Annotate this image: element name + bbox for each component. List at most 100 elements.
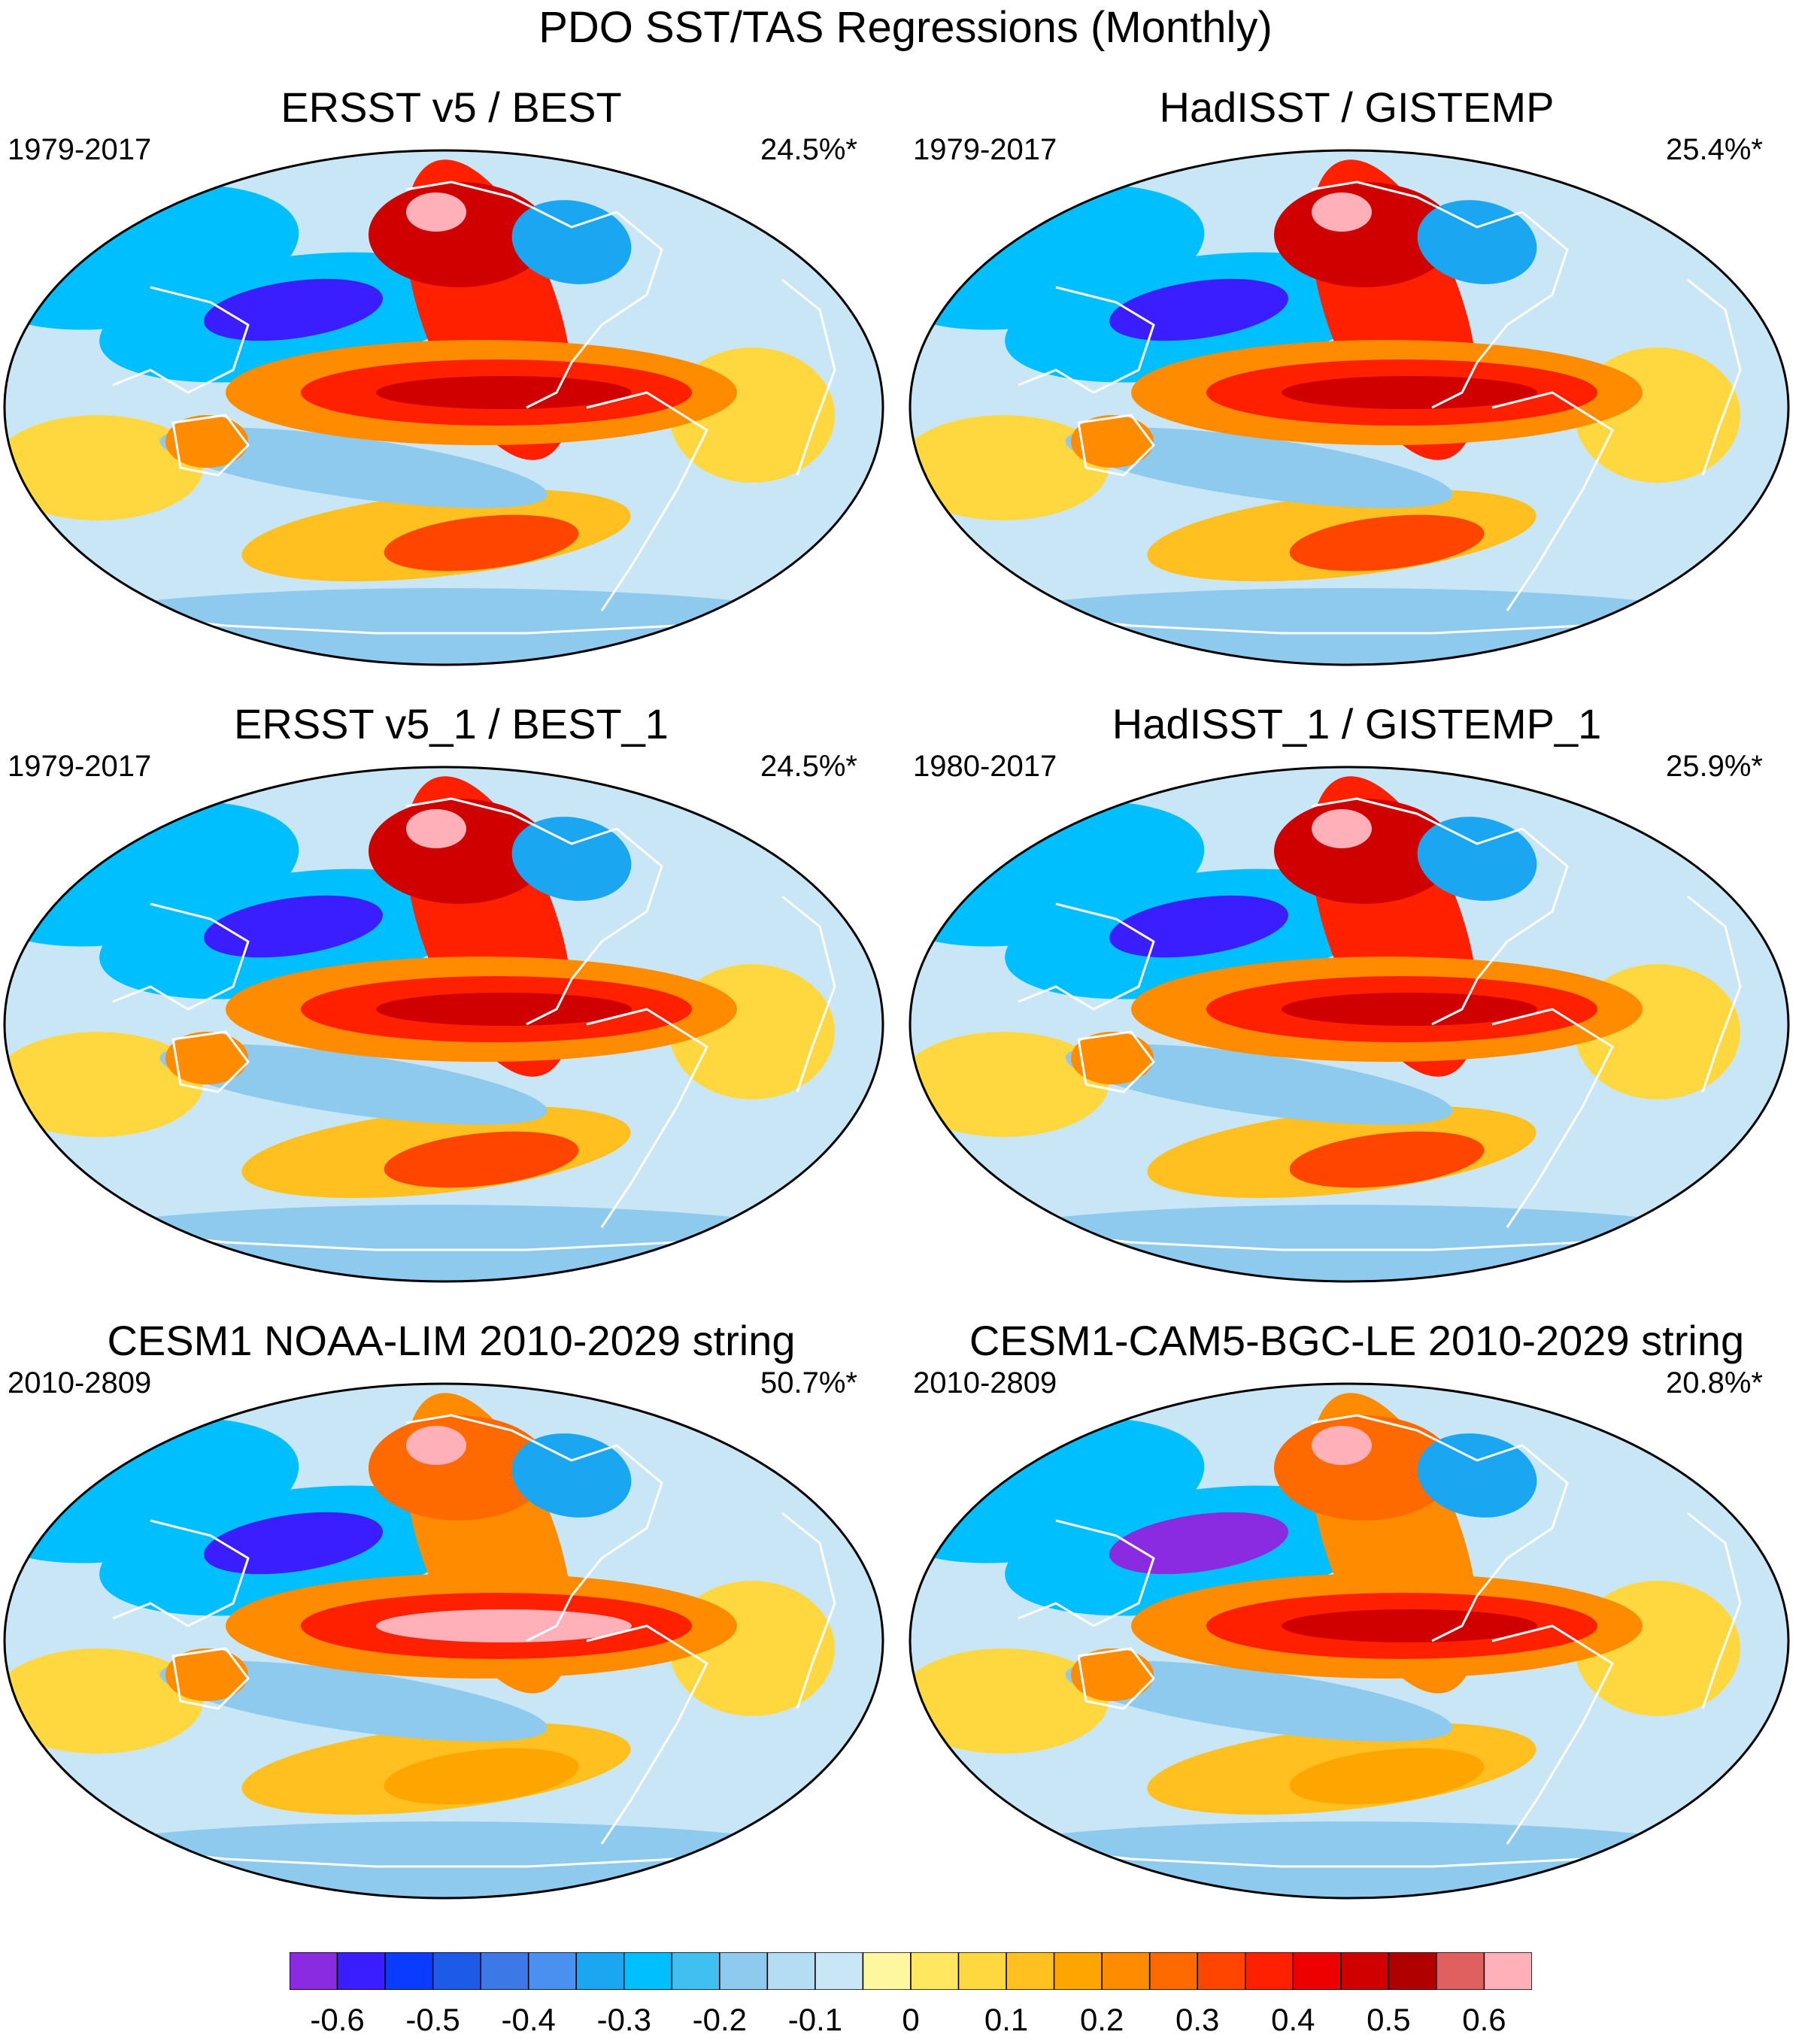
southern-ocean-band <box>5 1821 883 1898</box>
colorbar-swatch <box>1101 1952 1151 1990</box>
map-border <box>909 1382 1790 1900</box>
colorbar-tick-label: 0.1 <box>984 2002 1029 2037</box>
enso-tongue-core <box>1282 1609 1537 1642</box>
coastline-australia <box>1077 1647 1155 1710</box>
panel-variance: 24.5%* <box>760 133 857 166</box>
coastline-africa-europe <box>1687 1512 1742 1709</box>
coastline-australia <box>171 1030 250 1093</box>
colorbar-swatch <box>290 1952 338 1990</box>
coastline-asia <box>112 1519 250 1627</box>
colorbar-swatch <box>814 1952 864 1990</box>
australia-warm <box>165 1648 248 1701</box>
map-border <box>3 766 884 1283</box>
colorbar-swatch <box>1053 1952 1103 1990</box>
alaska-max <box>1312 1426 1372 1465</box>
tropical-cold-band <box>1065 427 1453 508</box>
coastline-north-america <box>1311 1414 1569 1642</box>
coastline-south-america <box>1491 1624 1614 1845</box>
coastline-asia <box>1018 902 1155 1011</box>
colorbar-swatch <box>910 1952 960 1990</box>
panel-ersst-best-1: ERSST v5_1 / BEST_1 1979-2017 24.5%* <box>0 699 902 1286</box>
colorbar-swatch <box>527 1952 577 1990</box>
tropical-cold-band <box>159 1660 548 1742</box>
australia-warm <box>1071 415 1154 468</box>
enso-tongue-core <box>1282 993 1537 1026</box>
enso-tongue-core <box>376 1609 632 1642</box>
alaska-max <box>406 193 466 232</box>
panel-variance: 20.8%* <box>1666 1366 1763 1400</box>
panel-period: 2010-2809 <box>913 1366 1057 1400</box>
coastline-africa-europe <box>781 895 836 1093</box>
colorbar-swatch <box>862 1952 912 1990</box>
map-border <box>909 149 1790 666</box>
colorbar-tick-label: 0.2 <box>1079 2002 1124 2037</box>
colorbar-tick-label: -0.6 <box>310 2002 365 2037</box>
indian-ocean-warm <box>5 1032 203 1137</box>
indian-ocean-warm <box>910 415 1109 520</box>
map-border <box>3 1382 884 1900</box>
colorbar-swatch <box>480 1952 529 1990</box>
south-pacific-warm-core <box>1289 1748 1485 1805</box>
indian-ocean-warm <box>910 1032 1109 1137</box>
colorbar-swatch <box>432 1952 481 1990</box>
colorbar-tick-label: 0.5 <box>1367 2002 1411 2037</box>
colorbar-swatch <box>1483 1952 1532 1990</box>
indian-ocean-warm <box>5 415 203 520</box>
colorbar-swatch <box>384 1952 434 1990</box>
australia-warm <box>165 415 248 468</box>
coastline-north-america <box>405 180 663 409</box>
colorbar-tick-label: 0.6 <box>1462 2002 1506 2037</box>
regression-map <box>909 766 1790 1283</box>
panel-title: CESM1 NOAA-LIM 2010-2029 string <box>107 1317 796 1364</box>
coastline-south-america <box>586 1008 708 1228</box>
alaska-max <box>406 1426 466 1465</box>
colorbar-swatch <box>1006 1952 1055 1990</box>
panel-ersst-best: ERSST v5 / BEST 1979-2017 24.5%* <box>0 83 902 669</box>
panel-period: 2010-2809 <box>8 1366 152 1400</box>
panel-title: ERSST v5_1 / BEST_1 <box>234 700 669 748</box>
colorbar-tick-label: 0 <box>902 2002 920 2037</box>
panel-hadisst-gistemp: HadISST / GISTEMP 1979-2017 25.4%* <box>906 83 1808 669</box>
south-pacific-warm-core <box>384 514 579 572</box>
coastline-asia <box>112 902 250 1011</box>
australia-warm <box>1071 1648 1154 1701</box>
colorbar-swatch <box>623 1952 673 1990</box>
colorbar-swatch <box>1436 1952 1485 1990</box>
canada-cold <box>511 200 632 284</box>
panel-title: HadISST_1 / GISTEMP_1 <box>1112 700 1602 748</box>
panel-cesm1-noaa-lim: CESM1 NOAA-LIM 2010-2029 string 2010-280… <box>0 1316 902 1903</box>
coastline-north-america <box>405 1414 663 1642</box>
coastline-asia <box>1018 286 1155 394</box>
colorbar-tick-label: -0.5 <box>405 2002 460 2037</box>
panel-title: CESM1-CAM5-BGC-LE 2010-2029 string <box>969 1317 1745 1364</box>
panel-title: HadISST / GISTEMP <box>1159 83 1555 131</box>
alaska-max <box>1312 809 1372 848</box>
southern-ocean-band <box>910 1205 1788 1281</box>
regression-map <box>3 1382 884 1900</box>
coastline-australia <box>1077 414 1155 477</box>
colorbar-swatch <box>1197 1952 1246 1990</box>
coastline-africa-europe <box>781 278 836 476</box>
regression-map <box>3 149 884 666</box>
australia-warm <box>165 1032 248 1084</box>
enso-tongue-core <box>1282 376 1537 409</box>
alaska-max <box>406 809 466 848</box>
regression-map <box>909 149 1790 666</box>
indian-ocean-warm <box>910 1648 1109 1754</box>
southern-ocean-band <box>910 588 1788 665</box>
tropical-cold-band <box>1065 1044 1453 1125</box>
colorbar-swatch <box>1340 1952 1390 1990</box>
coastline-south-america <box>586 391 708 611</box>
tropical-cold-band <box>1065 1660 1453 1742</box>
colorbar-swatch <box>336 1952 386 1990</box>
south-pacific-warm-core <box>384 1131 579 1188</box>
panel-title: ERSST v5 / BEST <box>281 83 622 131</box>
canada-cold <box>1417 1433 1537 1518</box>
colorbar-tick-label: 0.3 <box>1175 2002 1220 2037</box>
panel-cesm1-cam5-bgc-le: CESM1-CAM5-BGC-LE 2010-2029 string 2010-… <box>906 1316 1808 1903</box>
panel-variance: 25.4%* <box>1666 133 1763 166</box>
regression-map <box>3 766 884 1283</box>
south-pacific-warm-core <box>1289 514 1485 572</box>
colorbar-swatch <box>1245 1952 1294 1990</box>
coastline-africa-europe <box>1687 278 1742 476</box>
